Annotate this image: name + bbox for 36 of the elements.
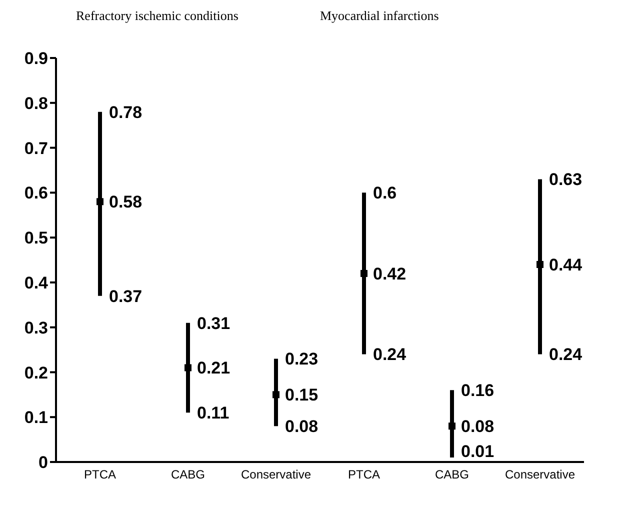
data-label: 0.21 <box>197 358 230 378</box>
y-tick-label: 0.1 <box>24 408 48 428</box>
x-tick-label: CABG <box>434 468 470 482</box>
x-tick-label: PTCA <box>84 468 116 482</box>
data-label: 0.08 <box>461 417 494 436</box>
y-tick-label: 0.7 <box>24 138 48 158</box>
y-tick-label: 0.4 <box>24 273 49 292</box>
annotation: 0.08 <box>285 417 318 436</box>
annotation: 0.23 <box>285 350 318 369</box>
y-tick-label: 0.8 <box>24 94 48 113</box>
annotation: 0.24 <box>549 345 583 364</box>
annotation: 0.37 <box>109 286 142 306</box>
annotation: 0.31 <box>197 314 230 333</box>
annotation: 0.6 <box>373 184 397 203</box>
y-tick-label: 0 <box>38 453 48 472</box>
y-tick-label: 0.2 <box>24 363 48 382</box>
x-tick-label: Conservative <box>504 468 576 482</box>
data-label: 0.58 <box>109 192 142 212</box>
annotation: 0.63 <box>549 170 582 190</box>
chart-title: Refractory ischemic conditions <box>75 8 240 25</box>
y-tick-label: 0.5 <box>24 228 48 248</box>
x-tick-label: Conservative <box>240 468 312 482</box>
y-tick-label: 0.6 <box>24 184 48 203</box>
annotation: 0.78 <box>109 102 142 122</box>
chart-title: Myocardial infarctions <box>320 8 440 25</box>
y-tick-label: 0.9 <box>24 49 48 68</box>
data-label: 0.44 <box>549 255 583 274</box>
data-label: 0.42 <box>373 264 406 284</box>
x-tick-label: PTCA <box>348 468 380 482</box>
annotation: 0.01 <box>461 442 494 461</box>
y-tick-label: 0.3 <box>24 318 48 338</box>
annotation: 0.11 <box>197 404 230 423</box>
annotation: 0.16 <box>461 381 494 400</box>
data-label: 0.15 <box>285 386 318 405</box>
annotation: 0.24 <box>373 345 407 364</box>
x-tick-label: CABG <box>170 468 206 482</box>
